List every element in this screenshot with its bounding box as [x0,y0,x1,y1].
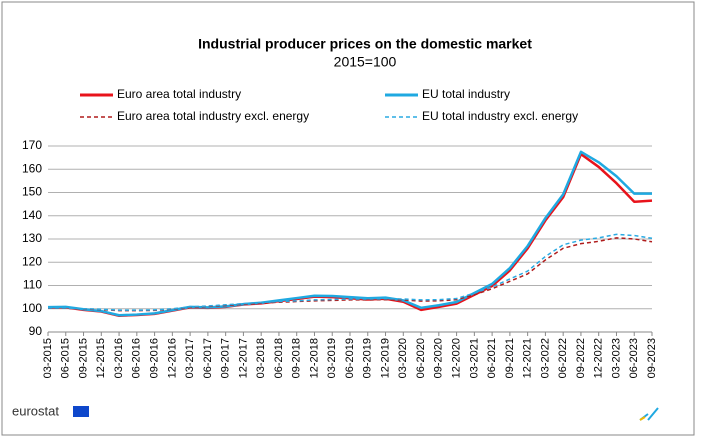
x-tick-label: 12-2015 [95,338,107,378]
x-tick-label: 12-2019 [379,338,391,378]
x-tick-label: 09-2020 [433,338,445,378]
chart-subtitle: 2015=100 [334,54,397,70]
x-tick-label: 12-2020 [450,338,462,378]
x-tick-label: 12-2017 [237,338,249,378]
y-tick-label: 160 [22,161,42,175]
legend-label: EU total industry [422,87,510,101]
y-tick-label: 100 [22,301,42,315]
y-tick-label: 90 [29,324,43,338]
legend-label: Euro area total industry excl. energy [117,109,309,123]
x-tick-label: 09-2022 [575,338,587,378]
chart-title: Industrial producer prices on the domest… [198,36,532,52]
series-line [48,233,653,311]
x-tick-label: 03-2017 [184,338,196,378]
x-tick-label: 03-2018 [255,338,267,378]
x-tick-label: 03-2022 [539,338,551,378]
x-tick-label: 06-2018 [273,338,285,378]
x-tick-label: 06-2019 [344,338,356,378]
y-tick-label: 150 [22,185,42,199]
frame [1,1,695,436]
x-tick-label: 03-2020 [397,338,409,378]
y-tick-label: 130 [22,231,42,245]
x-tick-label: 09-2016 [148,338,160,378]
x-tick-label: 09-2015 [77,338,89,378]
x-tick-label: 09-2019 [362,338,374,378]
x-tick-label: 03-2023 [610,338,622,378]
x-tick-label: 09-2017 [220,338,232,378]
y-tick-label: 110 [23,278,42,292]
x-tick-label: 09-2021 [504,338,516,378]
x-tick-label: 06-2016 [131,338,143,378]
x-tick-label: 06-2015 [60,338,72,378]
x-tick-label: 12-2021 [522,338,534,378]
x-tick-label: 06-2020 [415,338,427,378]
y-tick-label: 140 [22,208,42,222]
x-tick-label: 12-2018 [308,338,320,378]
x-tick-label: 06-2023 [628,338,640,378]
x-tick-label: 12-2016 [166,338,178,378]
series-line [47,150,652,317]
x-tick-label: 06-2021 [486,338,498,378]
legend-label: EU total industry excl. energy [422,109,578,123]
x-tick-label: 06-2017 [202,338,214,378]
x-tick-label: 03-2016 [113,338,125,378]
y-tick-label: 120 [22,254,42,268]
x-tick-label: 03-2021 [468,338,480,378]
x-tick-label: 09-2023 [646,338,658,378]
x-tick-label: 09-2018 [291,338,303,378]
x-tick-label: 03-2019 [326,338,338,378]
y-tick-label: 170 [22,138,42,152]
x-tick-label: 03-2015 [42,338,54,378]
corner-icon-accent [639,416,646,421]
x-tick-label: 06-2022 [557,338,569,378]
logo-flag [73,406,89,417]
x-tick-label: 12-2022 [593,338,605,378]
legend-label: Euro area total industry [117,87,241,101]
logo-text: eurostat [12,403,59,418]
